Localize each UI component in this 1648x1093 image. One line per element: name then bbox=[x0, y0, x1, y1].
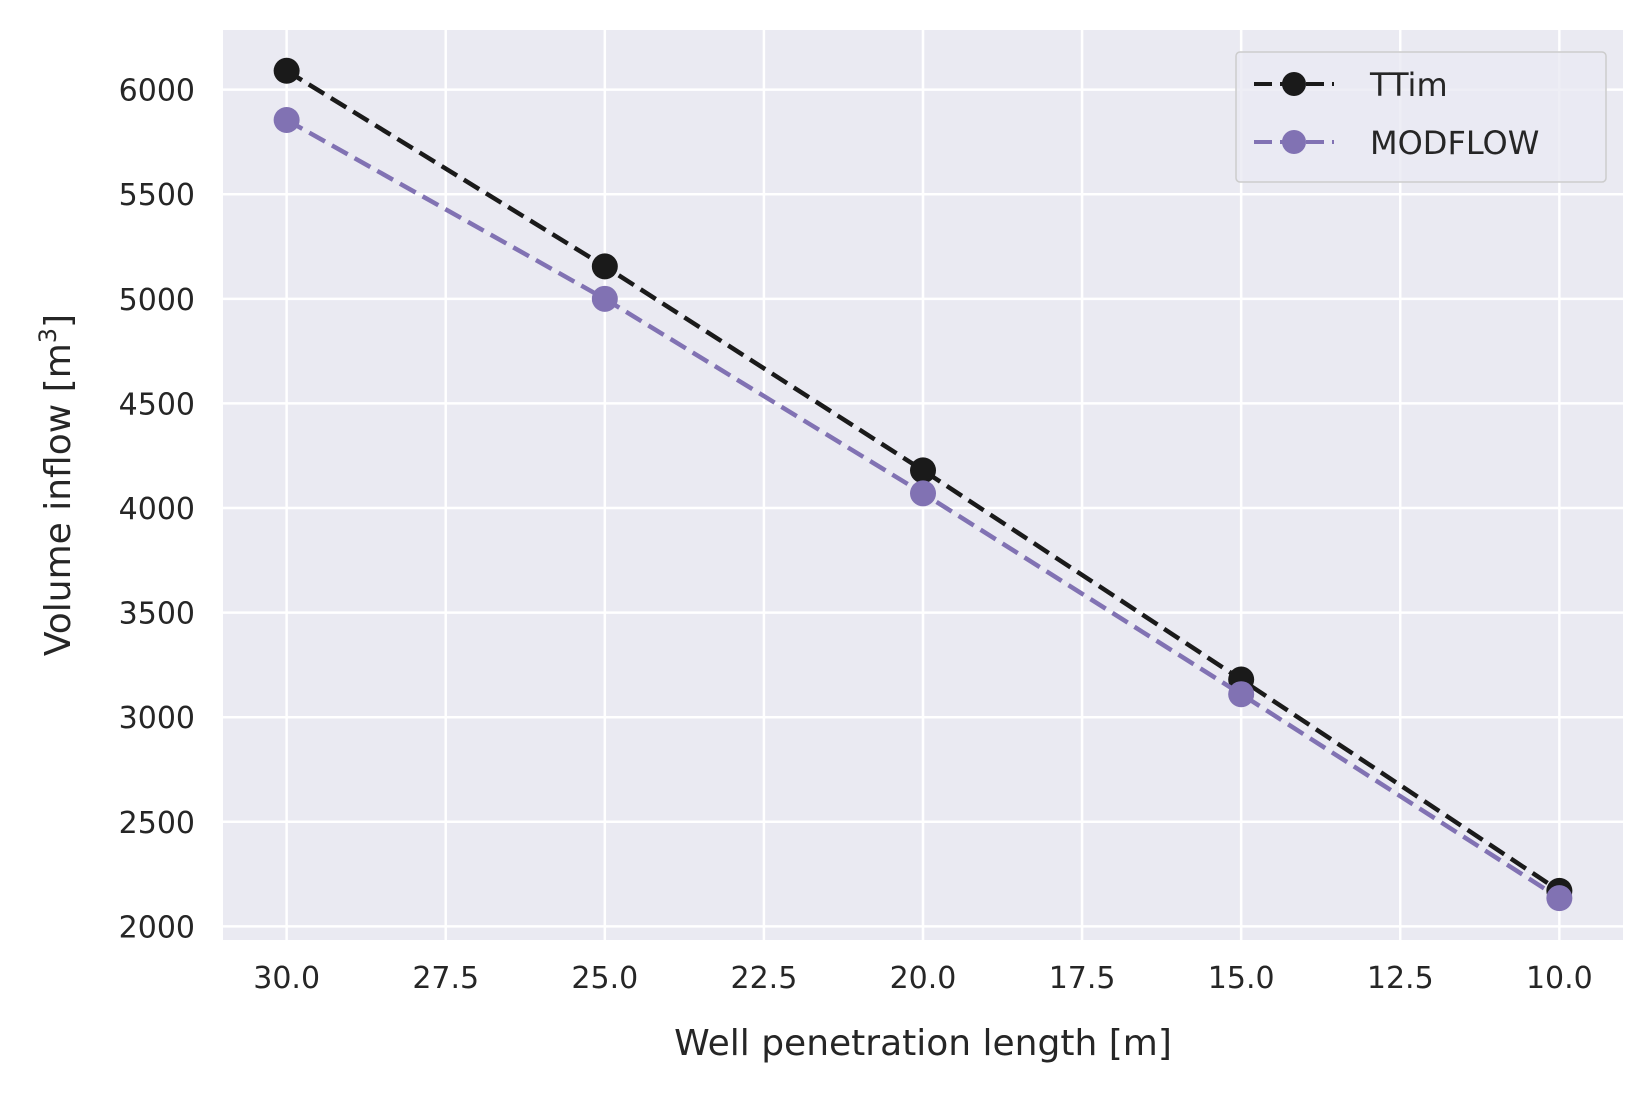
y-axis-label-main: Volume inflow [m bbox=[38, 343, 79, 656]
legend-marker-ttim bbox=[1282, 72, 1306, 96]
data-point-ttim bbox=[910, 457, 936, 484]
x-tick-label: 22.5 bbox=[731, 961, 798, 996]
y-tick-label: 5000 bbox=[119, 283, 195, 318]
data-point-modflow bbox=[273, 106, 300, 133]
y-tick-label: 5500 bbox=[119, 178, 195, 213]
x-tick-label: 12.5 bbox=[1367, 961, 1434, 996]
data-point-modflow bbox=[910, 480, 936, 507]
x-tick-label: 10.0 bbox=[1526, 961, 1593, 996]
data-point-ttim bbox=[273, 57, 300, 84]
y-tick-label: 6000 bbox=[119, 74, 195, 109]
y-tick-label: 3000 bbox=[119, 701, 195, 736]
series-layer bbox=[273, 57, 1573, 912]
data-point-modflow bbox=[591, 285, 618, 312]
y-tick-label: 3500 bbox=[119, 597, 195, 632]
series-line-ttim bbox=[285, 68, 1561, 893]
legend-label-ttim: TTim bbox=[1369, 66, 1448, 104]
data-point-ttim bbox=[591, 253, 618, 280]
legend: TTim MODFLOW bbox=[1235, 51, 1607, 183]
legend-marker-modflow bbox=[1282, 130, 1306, 154]
x-tick-label: 27.5 bbox=[412, 961, 479, 996]
x-tick-label: 15.0 bbox=[1208, 961, 1275, 996]
y-axis-label-end: ] bbox=[38, 314, 79, 328]
legend-box bbox=[1235, 51, 1607, 183]
x-tick-label: 30.0 bbox=[253, 961, 320, 996]
y-axis-label-superscript: 3 bbox=[34, 328, 62, 343]
x-axis-label: Well penetration length [m] bbox=[674, 1023, 1172, 1064]
legend-label-modflow: MODFLOW bbox=[1370, 124, 1539, 162]
y-tick-label: 2500 bbox=[119, 806, 195, 841]
y-tick-label: 4000 bbox=[119, 492, 195, 527]
data-point-modflow bbox=[1228, 681, 1255, 708]
x-tick-label: 20.0 bbox=[890, 961, 957, 996]
x-tick-label: 17.5 bbox=[1049, 961, 1116, 996]
y-axis-label: Volume inflow [m3] bbox=[34, 314, 79, 656]
y-tick-label: 2000 bbox=[119, 910, 195, 945]
y-tick-label: 4500 bbox=[119, 387, 195, 422]
data-point-modflow bbox=[1546, 885, 1573, 912]
tick-labels: 30.0 27.5 25.0 22.5 20.0 17.5 15.0 12.5 10.0 2000… bbox=[119, 74, 1593, 996]
x-tick-label: 25.0 bbox=[571, 961, 638, 996]
